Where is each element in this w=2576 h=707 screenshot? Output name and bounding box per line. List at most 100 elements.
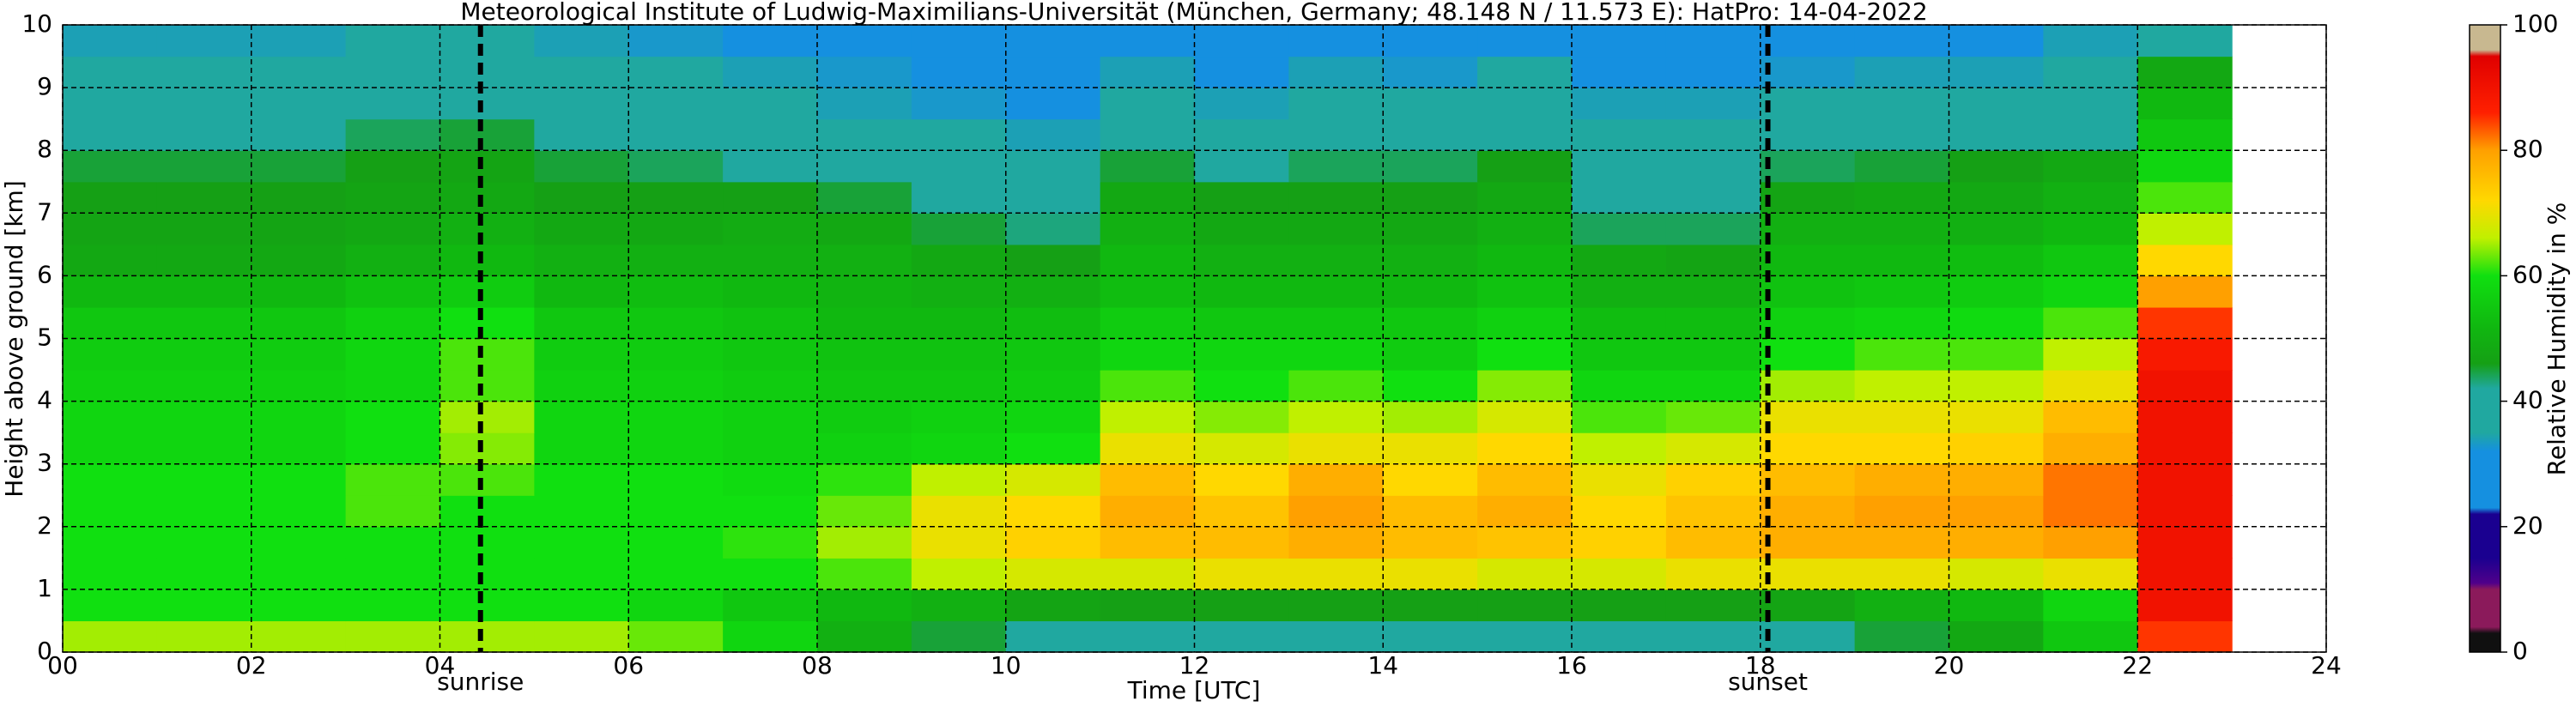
y-tick-label: 3	[37, 449, 52, 477]
heatmap-cell	[628, 306, 724, 340]
x-tick-label: 02	[236, 651, 267, 680]
heatmap-cell	[1288, 558, 1384, 590]
heatmap-cell	[1288, 401, 1384, 433]
heatmap-cell	[1100, 463, 1196, 496]
heatmap-cell	[156, 495, 252, 528]
colorbar-tick-label: 0	[2512, 637, 2528, 665]
heatmap-cell	[1288, 213, 1384, 245]
heatmap-cell	[2137, 463, 2233, 496]
y-tick-label: 9	[37, 72, 52, 100]
heatmap-cell	[63, 463, 158, 496]
heatmap-cell	[439, 338, 535, 371]
heatmap-cell	[911, 244, 1007, 276]
heatmap-cell	[345, 213, 441, 245]
heatmap-cell	[1665, 56, 1761, 88]
heatmap-cell	[1383, 56, 1478, 88]
heatmap-cell	[63, 526, 158, 559]
heatmap-cell	[817, 526, 912, 559]
heatmap-cell	[1383, 25, 1478, 57]
heatmap-cell	[628, 213, 724, 245]
heatmap-cell	[1005, 401, 1101, 433]
heatmap-cell	[1854, 306, 1950, 340]
heatmap-cell	[911, 338, 1007, 371]
x-tick-label: 12	[1179, 651, 1210, 680]
heatmap-cell	[1760, 463, 1856, 496]
heatmap-cell	[1194, 620, 1289, 653]
chart-title: Meteorological Institute of Ludwig-Maxim…	[460, 0, 1927, 26]
heatmap-cell	[1949, 150, 2044, 183]
heatmap-cell	[534, 338, 629, 371]
heatmap-cell	[1288, 432, 1384, 465]
heatmap-cell	[2137, 526, 2233, 559]
heatmap-cell	[439, 401, 535, 433]
heatmap-cell	[1383, 463, 1478, 496]
heatmap-cell	[628, 181, 724, 214]
heatmap-cell	[911, 181, 1007, 214]
heatmap-cell	[817, 275, 912, 308]
heatmap-cell	[1854, 150, 1950, 183]
colorbar-tick-label: 100	[2512, 9, 2558, 38]
heatmap-cell	[251, 558, 347, 590]
heatmap-cell	[1005, 558, 1101, 590]
heatmap-cell	[63, 432, 158, 465]
heatmap-cell	[1572, 370, 1667, 402]
heatmap-cell	[1665, 338, 1761, 371]
heatmap-cell	[2043, 589, 2138, 622]
heatmap-cell	[439, 526, 535, 559]
x-tick-label: 24	[2311, 651, 2342, 680]
heatmap-cell	[1477, 558, 1573, 590]
heatmap-cell	[1288, 620, 1384, 653]
heatmap-cell	[345, 401, 441, 433]
heatmap-cell	[2043, 213, 2138, 245]
heatmap-cell	[251, 495, 347, 528]
heatmap-cell	[156, 620, 252, 653]
heatmap-cell	[1665, 306, 1761, 340]
heatmap-cell	[628, 338, 724, 371]
heatmap-cell	[251, 56, 347, 88]
heatmap-cell	[1572, 620, 1667, 653]
heatmap-cell	[1477, 88, 1573, 120]
heatmap-cell	[1854, 88, 1950, 120]
heatmap-cell	[723, 401, 818, 433]
heatmap-cell	[63, 338, 158, 371]
heatmap-cell	[1760, 213, 1856, 245]
heatmap-cell	[251, 620, 347, 653]
heatmap-cell	[1854, 25, 1950, 57]
heatmap-cell	[1194, 306, 1289, 340]
heatmap-cell	[251, 589, 347, 622]
heatmap-cell	[1665, 150, 1761, 183]
heatmap-cell	[345, 620, 441, 653]
heatmap-cell	[911, 306, 1007, 340]
heatmap-cell	[723, 150, 818, 183]
heatmap-cell	[345, 432, 441, 465]
heatmap-cell	[63, 25, 158, 57]
heatmap-cell	[1194, 56, 1289, 88]
x-tick-label: 08	[802, 651, 833, 680]
heatmap-cell	[156, 118, 252, 151]
heatmap-cell	[1383, 118, 1478, 151]
heatmap-cell	[63, 370, 158, 402]
heatmap-cell	[156, 275, 252, 308]
heatmap-cell	[2137, 181, 2233, 214]
heatmap-cell	[817, 463, 912, 496]
heatmap-cell	[1100, 370, 1196, 402]
x-tick-label: 16	[1556, 651, 1587, 680]
colorbar-tick-label: 40	[2512, 386, 2543, 414]
heatmap-cell	[1760, 275, 1856, 308]
heatmap-cell	[1383, 213, 1478, 245]
heatmap-cell	[2137, 150, 2233, 183]
heatmap-cell	[1288, 338, 1384, 371]
heatmap-cell	[439, 370, 535, 402]
heatmap-cell	[1194, 558, 1289, 590]
heatmap-cell	[1005, 181, 1101, 214]
x-tick-label: 22	[2122, 651, 2153, 680]
heatmap-cell	[1572, 150, 1667, 183]
heatmap-cell	[63, 306, 158, 340]
heatmap-cell	[1383, 589, 1478, 622]
heatmap-cell	[817, 401, 912, 433]
heatmap-cell	[1288, 25, 1384, 57]
heatmap-cell	[63, 88, 158, 120]
heatmap-cell	[63, 118, 158, 151]
heatmap-cell	[534, 463, 629, 496]
